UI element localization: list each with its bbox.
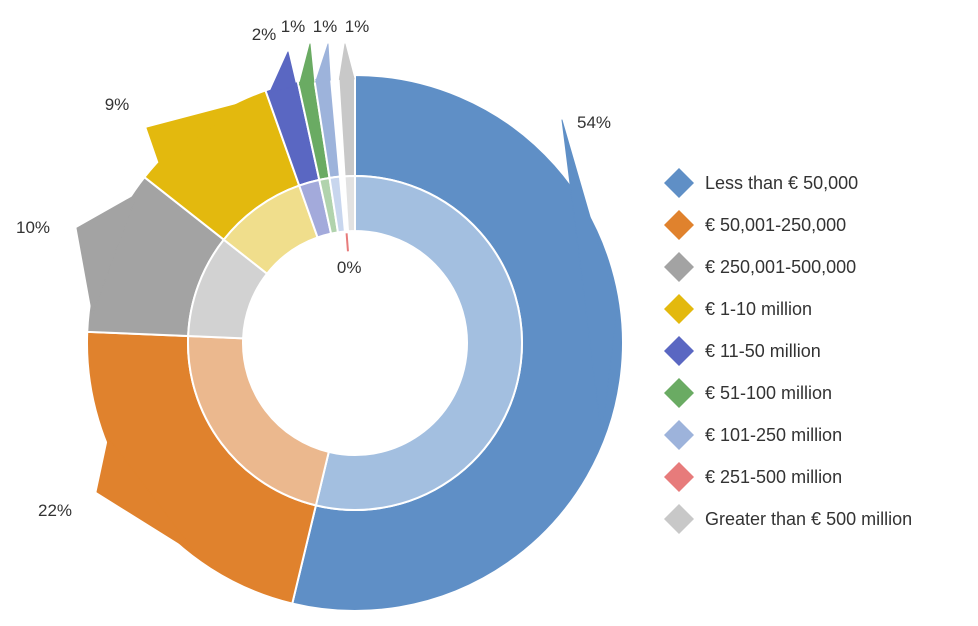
callout-wedge-3 [146,100,250,166]
pct-label-7: 0% [337,258,362,277]
legend-swatch-5 [664,378,694,408]
legend-item: € 50,001-250,000 [664,210,846,240]
legend: Less than € 50,000 € 50,001-250,000 € 250,… [664,168,912,534]
callout-wedge-6 [315,43,331,83]
legend-swatch-2 [664,252,694,282]
legend-swatch-7 [664,462,694,492]
pct-label-8: 1% [345,17,370,36]
legend-swatch-6 [664,420,694,450]
legend-swatch-1 [664,210,694,240]
pct-label-3: 9% [105,95,130,114]
percentage-labels: 0%54%22%10%9%2% 1% 1% 1% [16,17,611,520]
pct-label-0: 54% [577,113,611,132]
legend-label-6: € 101-250 million [705,425,842,445]
legend-item: € 251-500 million [664,462,842,492]
legend-item: € 250,001-500,000 [664,252,856,282]
outer-segment-8 [337,73,356,178]
outer-segment-0 [291,73,624,612]
pct-label-4: 2% [252,25,277,44]
legend-label-1: € 50,001-250,000 [705,215,846,235]
callout-wedge-2 [76,193,138,315]
zero-slice-marker-7 [345,233,349,252]
legend-label-5: € 51-100 million [705,383,832,403]
pct-label-6: 1% [313,17,338,36]
inner-ring [187,174,523,511]
inner-segment-8 [343,174,356,233]
callout-wedge-1 [96,437,197,555]
pct-label-5: 1% [281,17,306,36]
inner-segment-6 [328,175,346,234]
callout-wedge-4 [268,51,297,94]
inner-segment-0 [314,174,523,511]
pct-label-1: 22% [38,501,72,520]
legend-item: Less than € 50,000 [664,168,858,198]
legend-item: € 1-10 million [664,294,812,324]
legend-label-4: € 11-50 million [705,341,821,361]
legend-label-0: Less than € 50,000 [705,173,858,193]
legend-item: Greater than € 500 million [664,504,912,534]
legend-item: € 11-50 million [664,336,821,366]
callout-wedge-0 [561,119,618,438]
legend-label-8: Greater than € 500 million [705,509,912,529]
callout-wedge-8 [338,43,355,80]
callouts [76,43,618,555]
legend-swatch-8 [664,504,694,534]
legend-label-3: € 1-10 million [705,299,812,319]
callout-wedge-5 [298,43,315,86]
legend-swatch-3 [664,294,694,324]
pct-label-2: 10% [16,218,50,237]
legend-item: € 101-250 million [664,420,842,450]
legend-label-2: € 250,001-500,000 [705,257,856,277]
legend-label-7: € 251-500 million [705,467,842,487]
legend-item: € 51-100 million [664,378,832,408]
legend-swatch-4 [664,336,694,366]
legend-swatch-0 [664,168,694,198]
